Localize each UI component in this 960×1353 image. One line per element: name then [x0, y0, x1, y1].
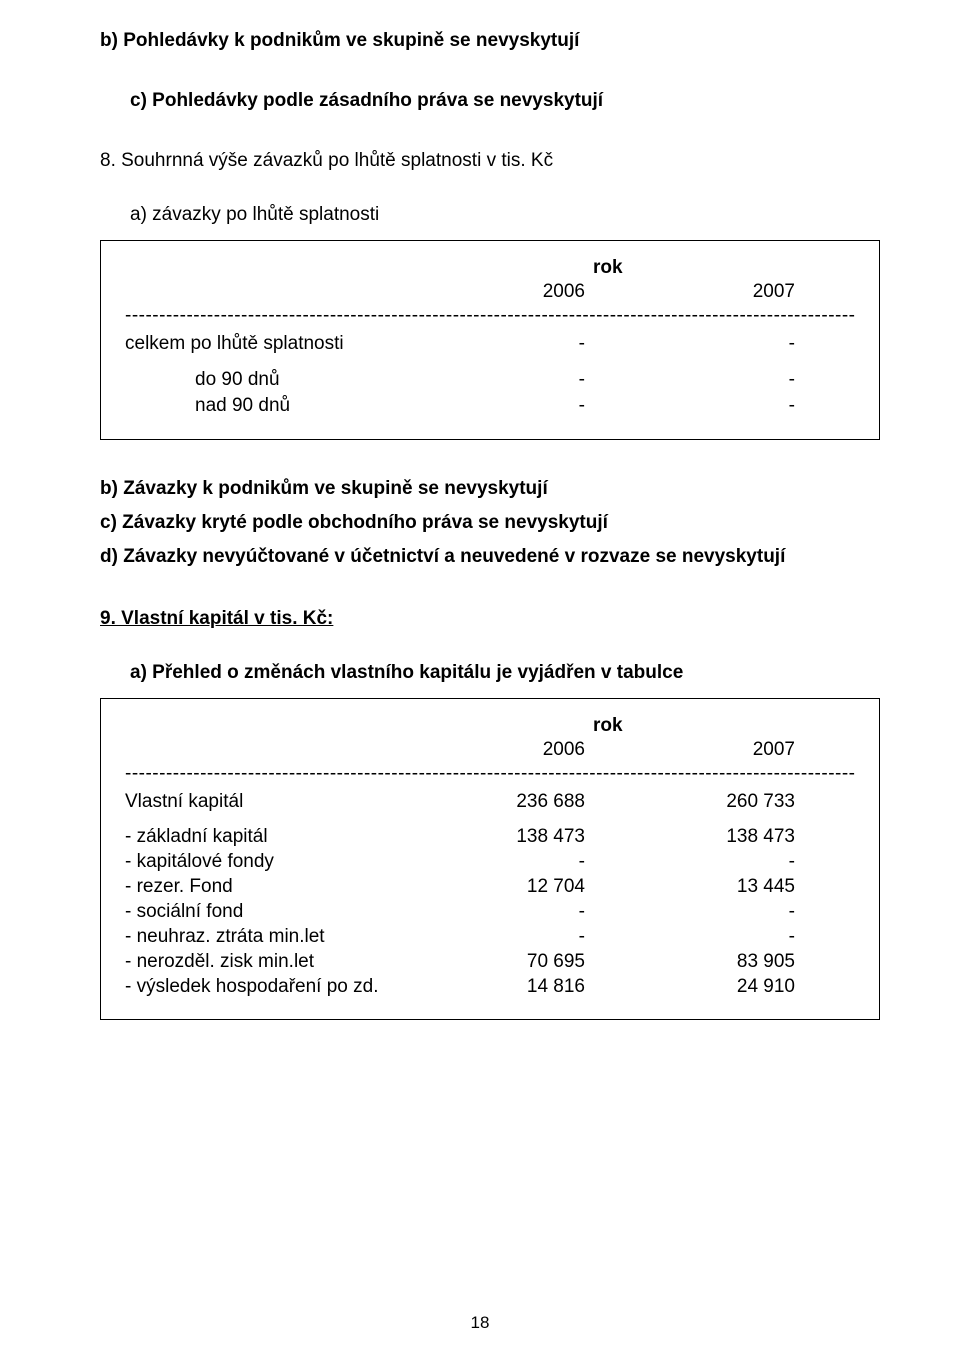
heading-b: b) Pohledávky k podnikům ve skupině se n… — [100, 30, 880, 52]
row-value: 138 473 — [405, 826, 585, 848]
rok-label: rok — [125, 257, 855, 279]
row-value: 138 473 — [585, 826, 815, 848]
heading-9: 9. Vlastní kapitál v tis. Kč: — [100, 608, 880, 630]
row-label: - rezer. Fond — [125, 876, 405, 898]
heading-8: 8. Souhrnná výše závazků po lhůtě splatn… — [100, 150, 880, 172]
row-value: - — [585, 369, 815, 391]
table-row: nad 90 dnů - - — [125, 395, 855, 417]
row-value: - — [585, 926, 815, 948]
row-value: - — [465, 395, 585, 417]
row-value: - — [465, 333, 585, 355]
table-row: Vlastní kapitál 236 688 260 733 — [125, 791, 855, 813]
row-label: - neuhraz. ztráta min.let — [125, 926, 405, 948]
table-row: - rezer. Fond 12 704 13 445 — [125, 876, 855, 898]
row-value: 24 910 — [585, 976, 815, 998]
row-label: - sociální fond — [125, 901, 405, 923]
year-2006: 2006 — [425, 281, 585, 303]
table-row: - sociální fond - - — [125, 901, 855, 923]
row-value: - — [465, 369, 585, 391]
row-value: - — [585, 395, 815, 417]
row-label: nad 90 dnů — [125, 395, 465, 417]
row-value: - — [585, 851, 815, 873]
row-label: - výsledek hospodaření po zd. — [125, 976, 405, 998]
rok-label: rok — [125, 715, 855, 737]
divider-line: ----------------------------------------… — [125, 305, 855, 327]
table-row: - základní kapitál 138 473 138 473 — [125, 826, 855, 848]
text-d2: d) Závazky nevyúčtované v účetnictví a n… — [100, 546, 880, 568]
heading-c: c) Pohledávky podle zásadního práva se n… — [100, 90, 880, 112]
year-2007: 2007 — [585, 281, 815, 303]
year-2007: 2007 — [585, 739, 815, 761]
row-label: celkem po lhůtě splatnosti — [125, 333, 465, 355]
page-number: 18 — [0, 1313, 960, 1333]
year-2006: 2006 — [405, 739, 585, 761]
row-label: - kapitálové fondy — [125, 851, 405, 873]
row-value: 14 816 — [405, 976, 585, 998]
table-row: - výsledek hospodaření po zd. 14 816 24 … — [125, 976, 855, 998]
heading-9a: a) Přehled o změnách vlastního kapitálu … — [100, 662, 880, 684]
row-value: 70 695 — [405, 951, 585, 973]
table-row: - neuhraz. ztráta min.let - - — [125, 926, 855, 948]
row-value: 12 704 — [405, 876, 585, 898]
row-value: - — [405, 851, 585, 873]
table-row: - kapitálové fondy - - — [125, 851, 855, 873]
row-value: 83 905 — [585, 951, 815, 973]
table-zavazky-splatnost: rok 2006 2007 --------------------------… — [100, 240, 880, 440]
divider-line: ----------------------------------------… — [125, 763, 855, 785]
table-row: 2006 2007 — [125, 739, 855, 761]
row-value: 260 733 — [585, 791, 815, 813]
row-value: - — [405, 901, 585, 923]
table-row: 2006 2007 — [125, 281, 855, 303]
row-value: - — [405, 926, 585, 948]
row-label: do 90 dnů — [125, 369, 465, 391]
table-vlastni-kapital: rok 2006 2007 --------------------------… — [100, 698, 880, 1020]
row-label: - základní kapitál — [125, 826, 405, 848]
table-row: celkem po lhůtě splatnosti - - — [125, 333, 855, 355]
heading-8a: a) závazky po lhůtě splatnosti — [100, 204, 880, 226]
row-value: - — [585, 901, 815, 923]
row-value: - — [585, 333, 815, 355]
table-row: do 90 dnů - - — [125, 369, 855, 391]
row-label: Vlastní kapitál — [125, 791, 405, 813]
row-value: 13 445 — [585, 876, 815, 898]
table-row: - nerozděl. zisk min.let 70 695 83 905 — [125, 951, 855, 973]
text-b2: b) Závazky k podnikům ve skupině se nevy… — [100, 478, 880, 500]
text-c2: c) Závazky kryté podle obchodního práva … — [100, 512, 880, 534]
row-label: - nerozděl. zisk min.let — [125, 951, 405, 973]
row-value: 236 688 — [405, 791, 585, 813]
